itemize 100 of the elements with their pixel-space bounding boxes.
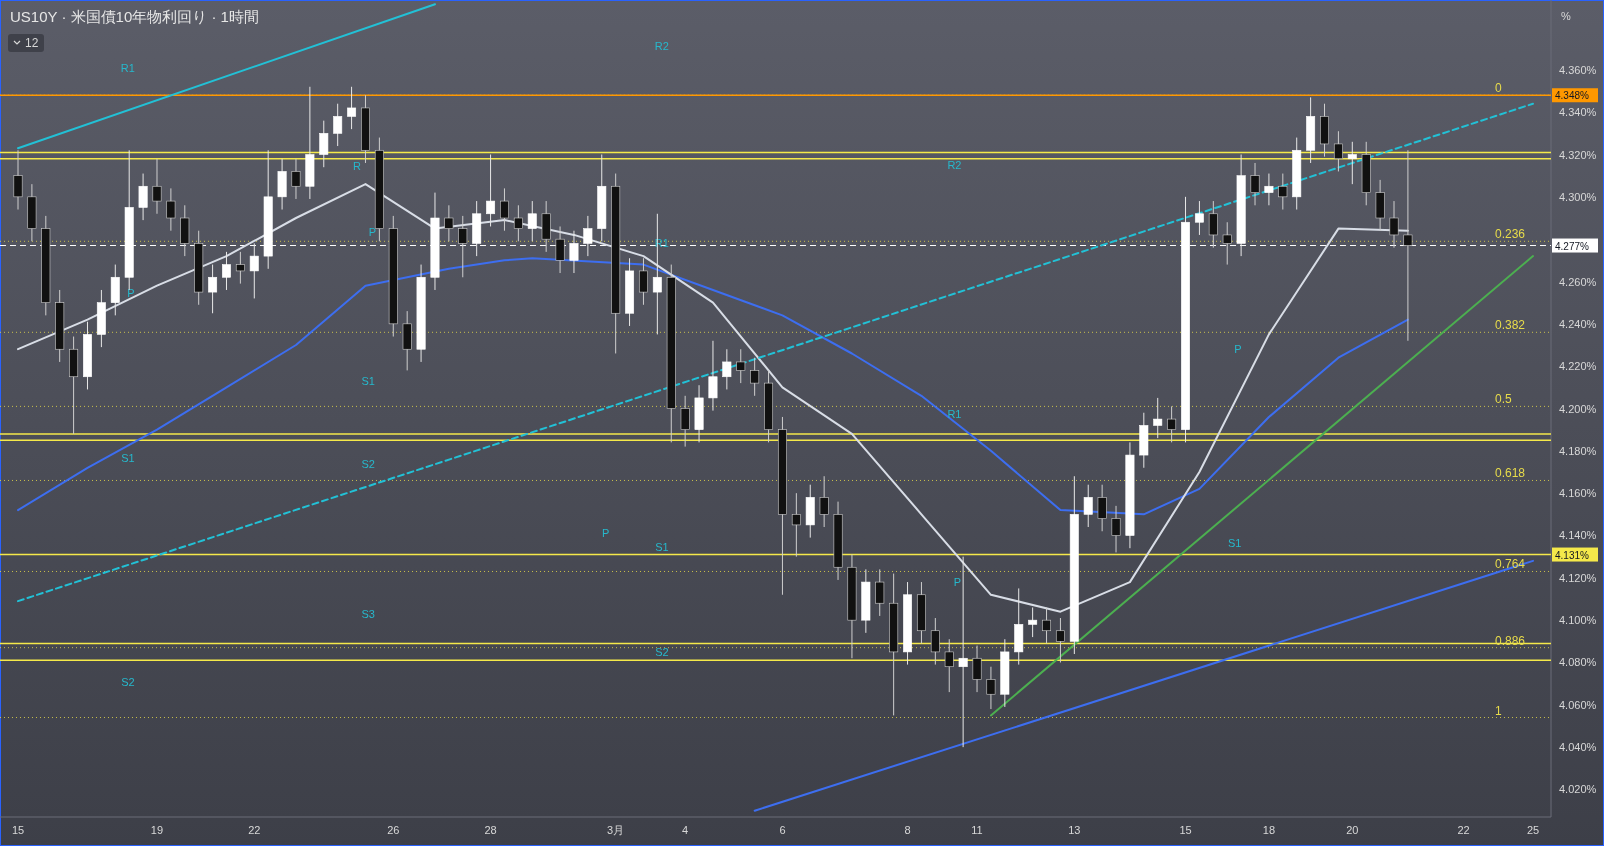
- annotation: S2: [655, 645, 669, 658]
- x-tick-label: 22: [248, 824, 261, 836]
- candlestick: [722, 348, 732, 390]
- ref-line-label: 4.277%: [1555, 240, 1590, 252]
- y-tick-label: 4.080%: [1559, 656, 1597, 669]
- candlestick: [1083, 484, 1093, 528]
- x-tick-label: 22: [1457, 824, 1470, 836]
- annotation: S1: [1228, 537, 1242, 550]
- annotation: 0.382: [1495, 318, 1526, 333]
- candlestick: [1389, 200, 1399, 249]
- annotation: S1: [361, 374, 376, 387]
- candlestick: [555, 225, 565, 274]
- candlestick: [1167, 405, 1177, 443]
- x-tick-label: 15: [1179, 824, 1192, 836]
- candlestick: [736, 348, 746, 384]
- candlestick: [166, 187, 176, 232]
- candlestick: [1347, 141, 1357, 185]
- candlestick: [875, 568, 885, 617]
- annotation: R1: [947, 408, 962, 421]
- x-tick-label: 20: [1346, 824, 1359, 836]
- annotation: P: [953, 576, 962, 589]
- candlestick: [1153, 397, 1163, 439]
- candlestick: [1028, 606, 1038, 638]
- annotation: R2: [654, 40, 669, 53]
- y-tick-label: 4.260%: [1559, 275, 1597, 288]
- annotation: 0.618: [1495, 466, 1526, 481]
- candlestick: [1194, 200, 1204, 236]
- candlestick: [944, 638, 954, 693]
- y-tick-label: 4.160%: [1559, 487, 1597, 500]
- annotation: 12: [25, 36, 39, 50]
- x-tick-label: 25: [1526, 824, 1540, 836]
- candlestick: [638, 257, 648, 306]
- candlestick: [1111, 505, 1121, 553]
- x-tick-label: 26: [387, 824, 400, 836]
- ref-line-label: 4.131%: [1555, 549, 1590, 561]
- annotation: 0.764: [1495, 557, 1526, 572]
- annotation: S2: [361, 458, 376, 471]
- x-tick-label: 11: [971, 824, 983, 836]
- candlestick: [750, 357, 760, 397]
- candlestick: [152, 158, 162, 215]
- candlestick: [708, 340, 718, 412]
- annotation: R2: [947, 158, 962, 171]
- candlestick: [1403, 149, 1413, 342]
- y-tick-label: 4.200%: [1559, 402, 1597, 415]
- x-tick-label: 8: [904, 824, 911, 836]
- y-tick-label: 4.360%: [1559, 63, 1597, 76]
- y-tick-label: 4.240%: [1559, 317, 1597, 330]
- candlestick: [1222, 221, 1232, 266]
- candlestick: [819, 475, 829, 528]
- candlestick: [527, 200, 537, 242]
- candlestick: [972, 645, 982, 693]
- annotation: P: [601, 526, 610, 539]
- text: US10Y · 米国債10年物利回り · 1時間: [10, 8, 259, 25]
- candlestick: [486, 154, 496, 227]
- candlestick: [319, 120, 329, 168]
- annotation: P: [1234, 342, 1242, 355]
- x-tick-label: 3月: [607, 824, 625, 836]
- candlestick: [444, 204, 454, 242]
- candlestick: [347, 86, 357, 130]
- ref-line-label: 4.348%: [1555, 90, 1590, 102]
- x-tick-label: 4: [682, 824, 689, 836]
- candlestick: [208, 264, 218, 314]
- candlestick: [333, 103, 343, 147]
- x-tick-label: 15: [11, 824, 25, 836]
- annotation: 0: [1495, 81, 1502, 96]
- annotation: R: [353, 159, 362, 172]
- candlestick: [1278, 173, 1288, 211]
- annotation: S1: [121, 452, 135, 465]
- x-tick-label: 19: [150, 824, 164, 836]
- candlestick: [1208, 200, 1218, 249]
- candlestick: [930, 617, 940, 666]
- candlestick: [1264, 173, 1274, 206]
- candlestick: [458, 215, 468, 278]
- annotation: 0.236: [1495, 227, 1526, 242]
- y-tick-label: 4.100%: [1559, 614, 1597, 627]
- candlestick: [513, 204, 523, 242]
- x-tick-label: 18: [1262, 824, 1276, 836]
- x-tick-label: 13: [1068, 824, 1081, 836]
- annotation: S2: [121, 676, 135, 689]
- annotation: S3: [361, 607, 376, 620]
- candlestick: [13, 149, 23, 211]
- x-tick-label: 6: [779, 824, 786, 836]
- candlestick: [500, 187, 509, 232]
- candlestick: [1097, 484, 1107, 532]
- y-axis-title: %: [1561, 10, 1571, 22]
- annotation: S1: [655, 541, 669, 554]
- candlestick: [680, 395, 690, 448]
- y-tick-label: 4.180%: [1559, 444, 1597, 457]
- candlestick: [791, 492, 801, 558]
- annotation: 1: [1495, 703, 1502, 718]
- y-tick-label: 4.040%: [1559, 741, 1597, 754]
- candlestick: [138, 173, 148, 221]
- candlestick: [235, 251, 245, 285]
- y-tick-label: 4.340%: [1559, 106, 1597, 119]
- candlestick: [291, 158, 301, 200]
- candlestick: [1055, 617, 1065, 663]
- annotation: R1: [120, 61, 135, 74]
- y-tick-label: 4.020%: [1559, 783, 1597, 796]
- annotation: P: [368, 226, 377, 239]
- line-series: [17, 257, 1409, 516]
